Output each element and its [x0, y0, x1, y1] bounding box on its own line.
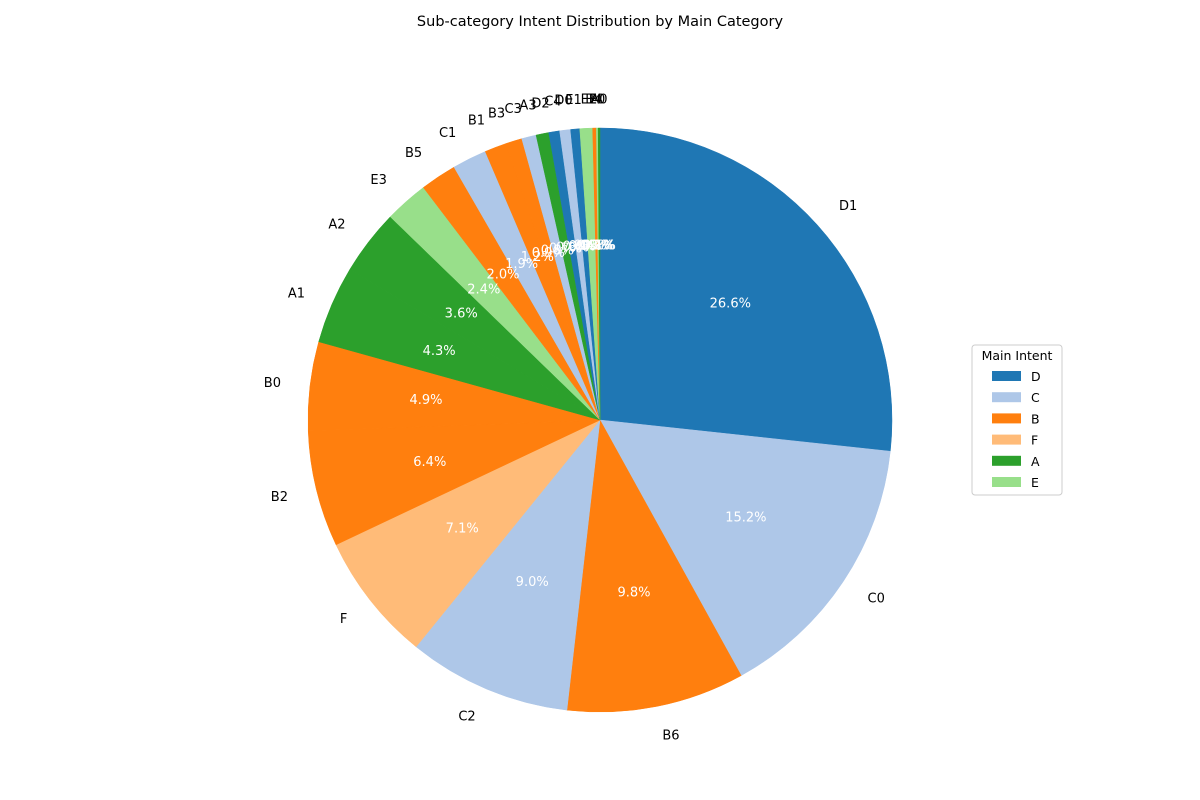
percent-label-d1: 26.6% [710, 296, 751, 311]
slice-label-c4: C4 [544, 95, 561, 110]
slice-label-e2: E2 [581, 93, 598, 108]
percent-label-b5: 2.0% [486, 268, 519, 283]
slice-label-b3: B3 [488, 107, 505, 122]
percent-label-a0: 0.1% [583, 238, 616, 253]
percent-label-c1: 1.9% [505, 257, 538, 272]
pie-slice-c0 [599, 419, 891, 676]
legend-swatch-b [992, 413, 1021, 424]
percent-labels: 26.6% 15.2% 9.8% 9.0% 7.1% 6.4% 4.9% 4.3% 3.6% 2.… [409, 238, 766, 600]
percent-label-e3: 2.4% [467, 282, 500, 297]
percent-label-c4: 0.6% [563, 240, 596, 255]
legend-swatch-a [992, 455, 1021, 466]
slice-label-b4: B4 [585, 92, 602, 107]
pie-slice-d1 [599, 127, 893, 452]
pie-slice-f [335, 419, 601, 648]
percent-label-b1: 1.2% [521, 250, 554, 265]
percent-label-b6: 9.8% [617, 585, 650, 600]
legend-label-a: A [1031, 454, 1040, 469]
slice-label-e3: E3 [370, 173, 387, 188]
slice-label-a3: A3 [519, 99, 536, 114]
slice-label-e1: E1 [565, 93, 582, 108]
percent-label-b4: 0.2% [580, 238, 613, 253]
legend-title: Main Intent [982, 348, 1053, 363]
percent-label-b0: 4.9% [409, 393, 442, 408]
slice-label-d0: D0 [554, 94, 572, 109]
legend-swatch-d [992, 371, 1021, 381]
slice-label-b0: B0 [264, 376, 281, 391]
slice-label-c1: C1 [439, 126, 456, 141]
slice-label-a1: A1 [288, 286, 305, 301]
legend-label-f: F [1031, 433, 1038, 448]
slice-label-b1: B1 [468, 114, 485, 129]
slice-label-d2: D2 [531, 96, 549, 111]
slice-label-b2: B2 [271, 490, 288, 505]
percent-label-c3: 0.8% [541, 244, 574, 259]
slice-label-c0: C0 [868, 591, 885, 606]
percent-label-c0: 15.2% [725, 511, 766, 526]
percent-label-b2: 6.4% [413, 455, 446, 470]
slice-label-f: F [340, 612, 347, 627]
percent-label-b3: 0.9% [532, 246, 565, 261]
chart-title: Sub-category Intent Distribution by Main… [417, 14, 784, 30]
percent-label-d2: 0.6% [556, 241, 589, 256]
percent-label-d0: 0.5% [569, 239, 602, 254]
pie-slice-a0 [597, 127, 601, 421]
percent-label-e2: 0.3% [577, 238, 610, 253]
percent-label-a2: 3.6% [445, 307, 478, 322]
pie-slice-c2 [415, 419, 601, 711]
slice-label-d1: D1 [839, 199, 857, 214]
legend-swatch-c [992, 392, 1021, 403]
pie-slice-b6 [566, 419, 742, 713]
percent-label-c2: 9.0% [516, 575, 549, 590]
percent-label-a3: 0.7% [549, 242, 582, 257]
legend-label-b: B [1031, 411, 1040, 426]
legend-label-c: C [1031, 390, 1040, 405]
percent-label-e0: 0.1% [582, 238, 615, 253]
slice-label-a2: A2 [328, 218, 345, 233]
slice-label-b6: B6 [662, 729, 679, 744]
legend-label-e: E [1031, 475, 1039, 490]
legend-swatch-e [992, 477, 1021, 487]
pie-slices [307, 127, 893, 713]
pie-slice-b2 [307, 419, 601, 546]
percent-label-a1: 4.3% [423, 344, 456, 359]
slice-label-c3: C3 [504, 102, 521, 117]
slice-label-e0: E0 [589, 92, 606, 107]
percent-label-e1: 0.4% [574, 239, 607, 254]
slice-label-c2: C2 [458, 710, 475, 725]
legend-swatch-f [992, 434, 1021, 445]
slice-label-b5: B5 [405, 146, 422, 161]
slice-label-a0: A0 [590, 92, 607, 107]
legend-label-d: D [1031, 369, 1041, 384]
percent-label-f: 7.1% [446, 522, 479, 537]
